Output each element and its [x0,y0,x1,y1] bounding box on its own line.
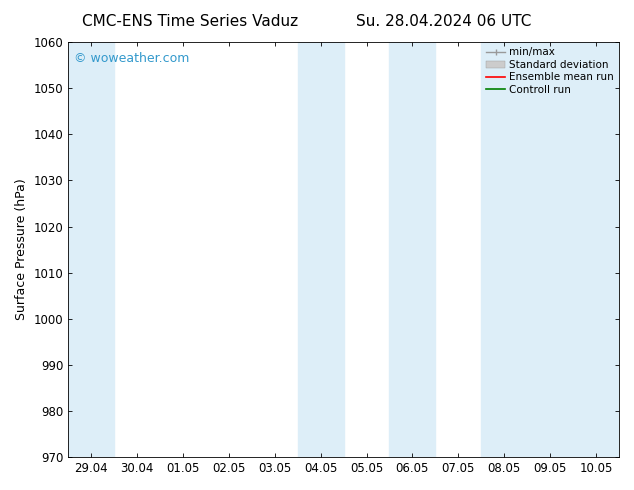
Text: © woweather.com: © woweather.com [74,52,189,66]
Bar [68,42,114,457]
Bar [389,42,436,457]
Text: Su. 28.04.2024 06 UTC: Su. 28.04.2024 06 UTC [356,14,531,29]
Legend: min/max, Standard deviation, Ensemble mean run, Controll run: min/max, Standard deviation, Ensemble me… [484,45,616,97]
Bar [481,42,619,457]
Text: CMC-ENS Time Series Vaduz: CMC-ENS Time Series Vaduz [82,14,298,29]
Y-axis label: Surface Pressure (hPa): Surface Pressure (hPa) [15,179,28,320]
Bar [298,42,344,457]
